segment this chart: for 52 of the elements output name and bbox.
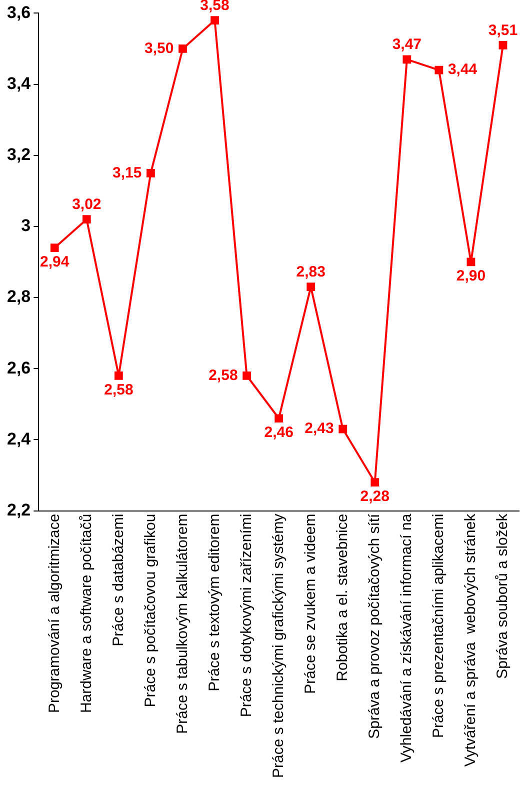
x-tick-label: Vytváření a správa webových stránek <box>462 513 480 767</box>
x-tick-label: Správa souborů a složek <box>494 513 512 679</box>
data-label: 2,58 <box>208 366 238 384</box>
data-label: 2,43 <box>304 420 334 438</box>
x-tick-label: Práce s textovým editorem <box>206 514 223 692</box>
point <box>498 41 508 50</box>
x-tick-label: Programování a algoritmizace <box>46 514 63 714</box>
point <box>338 424 348 434</box>
data-label: 3,50 <box>144 40 174 57</box>
x-tick-label: Hardware a software počítačů <box>78 514 95 714</box>
point <box>114 372 123 380</box>
y-tick-label: 3 <box>21 216 31 236</box>
data-label: 3,44 <box>448 61 478 78</box>
point <box>402 55 412 64</box>
point <box>306 282 316 292</box>
point <box>178 44 187 53</box>
x-tick-label: Práce s tabulkovým kalkulátorem <box>174 514 191 734</box>
point <box>210 16 219 24</box>
x-tick-label: Práce s počítačovou grafikou <box>142 514 159 708</box>
x-tick-label: Práce s dotykovými zařízeními <box>238 514 255 718</box>
point <box>82 215 91 224</box>
y-tick-label: 2,2 <box>6 500 31 520</box>
y-tick-label: 2,6 <box>6 358 31 378</box>
data-label: 2,94 <box>40 253 70 270</box>
data-label: 3,47 <box>392 36 422 54</box>
data-label: 3,51 <box>488 22 518 39</box>
y-tick-label: 3,6 <box>6 2 31 22</box>
data-label: 2,83 <box>296 264 326 281</box>
x-tick-label: Práce s technickými grafickými systémy <box>270 513 287 778</box>
x-tick-label: Práce s prezentačními aplikacemi <box>430 514 448 738</box>
point <box>242 372 251 380</box>
y-tick-label: 2,4 <box>6 429 32 448</box>
point <box>434 66 444 74</box>
data-label: 2,46 <box>264 424 294 442</box>
x-tick-label: Práce se zvukem a videem <box>302 514 319 694</box>
point <box>274 414 283 423</box>
point <box>50 244 59 252</box>
x-tick-label: Správa a provoz počítačových sítí <box>366 512 384 739</box>
y-tick-label: 2,8 <box>6 287 31 306</box>
data-label: 2,28 <box>360 488 390 505</box>
x-tick-label: Vyhledávání a získávání informací na <box>398 513 416 763</box>
y-tick-label: 3,4 <box>6 74 32 93</box>
data-label: 2,90 <box>456 268 486 285</box>
point <box>370 478 380 487</box>
data-label: 3,02 <box>72 196 102 213</box>
point <box>146 168 155 178</box>
data-label: 3,15 <box>112 164 142 182</box>
x-tick-label: Práce s databázemi <box>110 514 127 646</box>
y-tick-label: 3,2 <box>6 145 31 164</box>
x-tick-label: Robotika a el. stavebnice <box>334 514 352 682</box>
point <box>466 258 476 266</box>
data-label: 2,58 <box>104 381 134 398</box>
